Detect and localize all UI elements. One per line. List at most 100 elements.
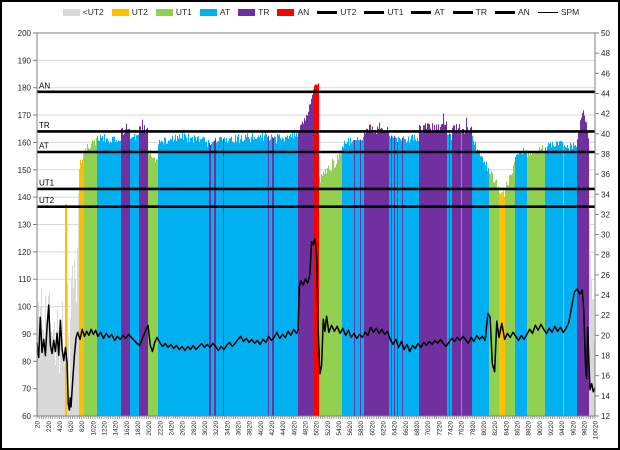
svg-text:9020: 9020 (537, 421, 544, 436)
right-axis: 12 14 16 18 20 22 24 26 28 30 32 34 36 38 40 42 44 46 48 50 (595, 29, 610, 421)
svg-text:170: 170 (18, 111, 32, 120)
svg-text:200: 200 (18, 29, 32, 38)
svg-text:90: 90 (22, 330, 31, 339)
svg-text:20: 20 (601, 331, 610, 340)
svg-text:32: 32 (601, 210, 610, 219)
legend-item-bar-an[interactable]: AN (277, 7, 309, 17)
svg-text:6020: 6020 (369, 421, 376, 436)
svg-text:30: 30 (601, 231, 610, 240)
svg-text:140: 140 (18, 193, 32, 202)
svg-text:2820: 2820 (191, 421, 198, 436)
legend-swatch-at (199, 8, 217, 16)
svg-text:7820: 7820 (470, 421, 477, 436)
legend-item-bar-at[interactable]: AT (199, 7, 231, 17)
legend-item-line-spm[interactable]: SPM (537, 7, 579, 17)
legend-label: UT1 (175, 7, 192, 17)
svg-text:7420: 7420 (448, 421, 455, 436)
legend-label: TR (475, 7, 487, 17)
svg-text:2620: 2620 (180, 421, 187, 436)
legend-swatch-tr (238, 8, 256, 16)
svg-text:UT1: UT1 (39, 178, 55, 187)
svg-text:50: 50 (601, 29, 610, 38)
svg-text:6820: 6820 (414, 421, 421, 436)
svg-text:18: 18 (601, 352, 610, 361)
svg-text:7620: 7620 (459, 421, 466, 436)
svg-text:5020: 5020 (314, 421, 321, 436)
x-axis-labels: 20 220 420 620 820 1020 1220 1420 1620 1820 2020 22… (35, 421, 600, 440)
svg-text:1420: 1420 (113, 421, 120, 436)
svg-text:5220: 5220 (325, 421, 332, 436)
legend-line-sample (317, 10, 338, 14)
legend-swatch-ut2 (111, 8, 129, 16)
svg-text:100: 100 (18, 303, 32, 312)
legend-label: UT1 (387, 7, 404, 17)
svg-text:7020: 7020 (425, 421, 432, 436)
svg-text:8220: 8220 (492, 421, 499, 436)
svg-text:2020: 2020 (146, 421, 153, 436)
svg-text:24: 24 (601, 291, 610, 300)
svg-text:3420: 3420 (224, 421, 231, 436)
svg-text:5420: 5420 (336, 421, 343, 436)
legend-line-sample (411, 10, 432, 14)
svg-text:620: 620 (68, 421, 75, 432)
svg-text:16: 16 (601, 372, 610, 381)
svg-text:22: 22 (601, 311, 610, 320)
legend-line-sample (495, 10, 515, 14)
svg-text:48: 48 (601, 49, 610, 58)
legend-item-line-tr[interactable]: TR (452, 7, 487, 17)
svg-text:180: 180 (18, 84, 32, 93)
chart-legend: <UT2 UT2 UT1 AT TR AN UT2 UT1 AT TR AN SPM (30, 7, 612, 17)
svg-text:4220: 4220 (269, 421, 276, 436)
svg-text:1820: 1820 (135, 421, 142, 436)
svg-text:46: 46 (601, 69, 610, 78)
svg-text:1220: 1220 (102, 421, 109, 436)
legend-line-sample (364, 10, 385, 14)
legend-label: UT2 (131, 7, 148, 17)
svg-text:AT: AT (39, 142, 49, 151)
svg-text:14: 14 (601, 392, 610, 401)
svg-text:9420: 9420 (559, 421, 566, 436)
legend-label: AT (219, 7, 231, 17)
reference-lines: AN TR AT UT1 UT2 (37, 81, 595, 209)
legend-item-bar-ut1[interactable]: UT1 (155, 7, 192, 17)
legend-label: AN (518, 7, 530, 17)
legend-item-bar-tr[interactable]: TR (238, 7, 269, 17)
svg-text:20: 20 (35, 421, 42, 429)
svg-text:42: 42 (601, 110, 610, 119)
svg-text:3220: 3220 (213, 421, 220, 436)
svg-text:AN: AN (39, 81, 50, 90)
svg-text:6220: 6220 (381, 421, 388, 436)
legend-item-line-ut2[interactable]: UT2 (317, 7, 356, 17)
legend-swatch-lt (62, 8, 80, 16)
svg-text:9620: 9620 (570, 421, 577, 436)
svg-text:12: 12 (601, 412, 610, 421)
svg-text:2220: 2220 (157, 421, 164, 436)
svg-text:7220: 7220 (436, 421, 443, 436)
svg-text:36: 36 (601, 170, 610, 179)
svg-text:80: 80 (22, 357, 31, 366)
legend-item-bar-lt[interactable]: <UT2 (62, 7, 104, 17)
legend-item-line-ut1[interactable]: UT1 (364, 7, 403, 17)
svg-text:3020: 3020 (202, 421, 209, 436)
legend-swatch-ut1 (155, 8, 173, 16)
svg-text:8020: 8020 (481, 421, 488, 436)
svg-text:6420: 6420 (392, 421, 399, 436)
svg-text:8620: 8620 (515, 421, 522, 436)
svg-text:220: 220 (46, 421, 53, 432)
x-axis-ticks (36, 416, 596, 419)
svg-text:1020: 1020 (90, 421, 97, 436)
legend-label: TR (258, 7, 270, 17)
svg-text:6620: 6620 (403, 421, 410, 436)
legend-item-line-an[interactable]: AN (495, 7, 530, 17)
category-bars (37, 83, 596, 417)
svg-text:4020: 4020 (258, 421, 265, 436)
legend-item-line-at[interactable]: AT (411, 7, 445, 17)
svg-text:38: 38 (601, 150, 610, 159)
svg-text:8420: 8420 (503, 421, 510, 436)
svg-text:110: 110 (18, 275, 31, 284)
legend-item-bar-ut2[interactable]: UT2 (111, 7, 148, 17)
svg-text:70: 70 (22, 385, 31, 394)
svg-text:130: 130 (18, 221, 32, 230)
